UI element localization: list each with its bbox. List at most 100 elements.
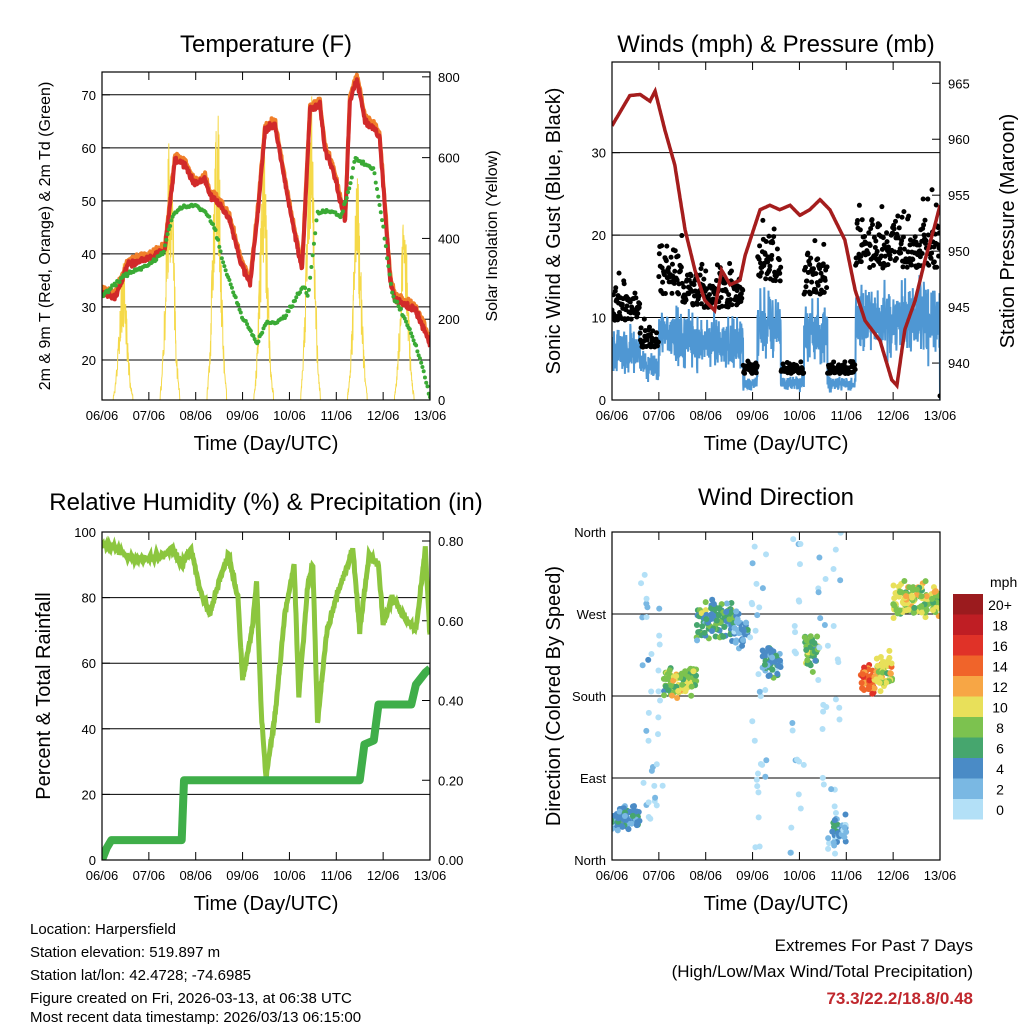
plot-frame <box>101 531 431 861</box>
legend-swatch <box>953 696 983 717</box>
wind-direction-point <box>716 605 723 612</box>
dewpoint-point <box>311 241 316 246</box>
gust-point <box>765 259 771 265</box>
dewpoint-point <box>243 319 248 324</box>
y-axis-label: Direction (Colored By Speed) <box>543 566 565 826</box>
wind-direction-point <box>679 681 686 688</box>
wind-direction-point <box>755 814 762 821</box>
gust-point <box>763 276 769 282</box>
gust-point <box>669 290 675 296</box>
x-tick-label: 12/06 <box>877 868 910 883</box>
gust-point <box>858 253 864 259</box>
gust-point <box>669 261 675 267</box>
wind-direction-point <box>728 599 735 606</box>
gust-point <box>675 253 681 259</box>
wind-direction-point <box>713 617 720 624</box>
y-right-tick-label: 0.60 <box>438 614 463 629</box>
wind-direction-point <box>643 595 650 602</box>
solar-insolation-line <box>102 96 430 400</box>
wind-direction-point <box>641 571 648 578</box>
y-right-tick-label: 200 <box>438 312 460 327</box>
dewpoint-point <box>117 280 122 285</box>
x-tick-label: 12/06 <box>367 408 400 423</box>
dewpoint-point <box>419 360 424 365</box>
dewpoint-point <box>219 256 224 261</box>
wind-direction-point <box>861 686 868 693</box>
wind-direction-point <box>653 802 660 809</box>
wind-direction-point <box>628 820 635 827</box>
gust-point <box>727 261 733 267</box>
dewpoint-point <box>391 294 396 299</box>
wind-direction-point <box>814 633 821 640</box>
legend-label: 18 <box>992 618 1008 634</box>
gust-point <box>820 261 826 267</box>
dewpoint-point <box>294 295 299 300</box>
x-tick-label: 10/06 <box>273 408 306 423</box>
wind-direction-point <box>698 610 705 617</box>
wind-direction-point <box>871 685 878 692</box>
wind-direction-point <box>753 776 760 783</box>
wind-direction-point <box>913 586 920 593</box>
humidity-line <box>102 535 430 784</box>
wind-direction-point <box>752 627 759 634</box>
x-tick-label: 06/06 <box>86 868 119 883</box>
gust-point <box>656 251 662 257</box>
wind-direction-point <box>811 640 818 647</box>
gust-point <box>774 246 780 252</box>
wind-direction-point <box>762 687 769 694</box>
gust-point <box>771 226 777 232</box>
y-tick-label: North <box>574 853 606 868</box>
plot-area <box>102 535 430 860</box>
wind-direction-point <box>816 554 823 561</box>
gust-point <box>646 324 652 330</box>
dewpoint-point <box>347 186 352 191</box>
dewpoint-point <box>251 333 256 338</box>
x-tick-label: 06/06 <box>86 408 119 423</box>
gust-point <box>877 222 883 228</box>
dewpoint-point <box>164 237 169 242</box>
wind-direction-point <box>822 575 829 582</box>
dewpoint-point <box>404 319 409 324</box>
wind-direction-point <box>740 636 747 643</box>
gust-point <box>872 244 878 250</box>
wind-direction-point <box>832 809 839 816</box>
gust-point <box>768 256 774 262</box>
dewpoint-point <box>169 218 174 223</box>
extremes-subtitle: (High/Low/Max Wind/Total Precipitation) <box>672 962 973 981</box>
gust-point <box>777 270 783 276</box>
wind-direction-point <box>831 803 838 810</box>
wind-direction-point <box>703 616 710 623</box>
gust-point <box>742 370 748 376</box>
dewpoint-point <box>344 196 349 201</box>
wind-direction-point <box>762 773 769 780</box>
wind-direction-point <box>701 629 708 636</box>
wind-direction-point <box>619 823 626 830</box>
wind-direction-point <box>769 654 776 661</box>
gust-point <box>885 262 891 268</box>
info-location: Location: Harpersfield <box>30 921 176 938</box>
wind-direction-point <box>715 612 722 619</box>
y-tick-label: 0 <box>599 393 606 408</box>
dewpoint-point <box>314 218 319 223</box>
wind-direction-point <box>874 678 881 685</box>
dewpoint-point <box>375 187 380 192</box>
wind-direction-point <box>797 540 804 547</box>
wind-direction-point <box>726 616 733 623</box>
dewpoint-point <box>348 181 353 186</box>
y-right-tick-label: 0.80 <box>438 534 463 549</box>
gust-point <box>677 268 683 274</box>
wind-direction-point <box>821 621 828 628</box>
gust-point <box>739 295 745 301</box>
dewpoint-point <box>338 215 343 220</box>
plot-frame <box>611 61 941 401</box>
dewpoint-point <box>382 236 387 241</box>
wind-direction-point <box>885 657 892 664</box>
wind-direction-point <box>890 615 897 622</box>
wind-direction-point <box>836 704 843 711</box>
x-axis-label: Time (Day/UTC) <box>704 893 849 915</box>
gust-point <box>771 234 777 240</box>
wind-direction-point <box>777 657 784 664</box>
y-right-tick-label: 0.20 <box>438 773 463 788</box>
gust-point <box>809 279 815 285</box>
wind-direction-point <box>651 782 658 789</box>
